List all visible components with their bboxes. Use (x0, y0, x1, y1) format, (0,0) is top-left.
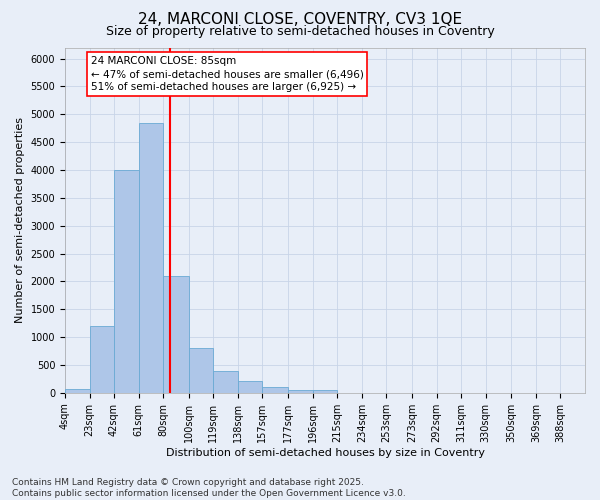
Text: 24 MARCONI CLOSE: 85sqm
← 47% of semi-detached houses are smaller (6,496)
51% of: 24 MARCONI CLOSE: 85sqm ← 47% of semi-de… (91, 56, 364, 92)
Bar (262, 387, 288, 393)
Bar (89, 326, 114, 393)
Bar (114, 170, 139, 393)
Bar (214, 370, 238, 393)
Bar (238, 381, 262, 393)
Bar (139, 122, 163, 393)
Bar (288, 390, 313, 393)
Bar (65, 388, 89, 393)
Text: Contains HM Land Registry data © Crown copyright and database right 2025.
Contai: Contains HM Land Registry data © Crown c… (12, 478, 406, 498)
Bar (163, 276, 189, 393)
Text: Size of property relative to semi-detached houses in Coventry: Size of property relative to semi-detach… (106, 25, 494, 38)
X-axis label: Distribution of semi-detached houses by size in Coventry: Distribution of semi-detached houses by … (166, 448, 485, 458)
Bar (189, 348, 214, 393)
Y-axis label: Number of semi-detached properties: Number of semi-detached properties (15, 117, 25, 323)
Text: 24, MARCONI CLOSE, COVENTRY, CV3 1QE: 24, MARCONI CLOSE, COVENTRY, CV3 1QE (138, 12, 462, 28)
Bar (313, 390, 337, 393)
